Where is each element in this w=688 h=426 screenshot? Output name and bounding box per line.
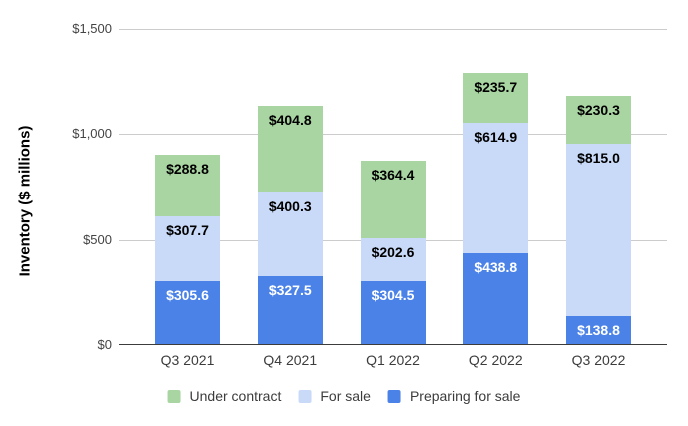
legend-swatch: [298, 389, 312, 403]
bar-segment: $288.8: [155, 155, 220, 216]
data-label: $304.5: [371, 286, 415, 303]
data-label: $307.7: [166, 221, 209, 238]
data-label: $400.3: [268, 197, 312, 214]
bar-segment: $438.8: [463, 252, 529, 345]
data-label: $305.6: [166, 286, 209, 303]
bar-q3-2022: $138.8 $815.0 $230.3: [566, 95, 631, 345]
legend-swatch: [167, 389, 181, 403]
x-axis-label: Q3 2022: [571, 352, 626, 368]
data-label: $288.8: [166, 161, 209, 178]
legend-swatch: [387, 389, 401, 403]
y-axis-ticks: $0 $500 $1,000 $1,500: [0, 0, 112, 426]
y-tick-label: $1,500: [72, 21, 112, 36]
bar-segment: $614.9: [463, 123, 529, 253]
bar-q4-2021: $327.5 $400.3 $404.8: [257, 106, 323, 345]
bar-segment: $235.7: [463, 73, 529, 124]
data-label: $235.7: [474, 79, 518, 96]
data-label: $614.9: [474, 129, 518, 146]
legend-label: For sale: [320, 388, 371, 404]
x-axis-line: [119, 344, 667, 345]
legend-label: Under contract: [189, 388, 282, 404]
bar-segment: $327.5: [257, 276, 323, 345]
data-label: $327.5: [268, 282, 312, 298]
bar-segment: $364.4: [360, 161, 426, 239]
y-tick-label: $0: [97, 337, 112, 352]
y-tick-label: $500: [83, 231, 112, 247]
x-axis-label: Q2 2022: [468, 352, 523, 368]
bar-q2-2022: $438.8 $614.9 $235.7: [463, 73, 529, 345]
bar-segment: $404.8: [257, 106, 323, 192]
legend-label: Preparing for sale: [409, 388, 521, 404]
legend-item-under-contract: Under contract: [167, 388, 282, 404]
legend: Under contract For sale Preparing for sale: [167, 388, 521, 404]
bar-segment: $138.8: [566, 315, 631, 345]
bar-segment: $305.6: [155, 280, 220, 345]
bar-q3-2021: $305.6 $307.7 $288.8: [155, 155, 220, 345]
bar-segment: $304.5: [360, 280, 426, 345]
data-label: $404.8: [268, 112, 312, 129]
gridline: [119, 134, 667, 136]
x-axis-label: Q4 2021: [263, 352, 318, 368]
gridline: [119, 29, 667, 30]
plot-area: $305.6 $307.7 $288.8 $327.5 $400.3 $404.8 $304…: [119, 29, 667, 345]
data-label: $202.6: [371, 244, 415, 261]
data-label: $438.8: [474, 258, 518, 275]
legend-item-preparing-for-sale: Preparing for sale: [387, 388, 521, 404]
y-tick-label: $1,000: [72, 126, 112, 142]
bar-segment: $815.0: [566, 144, 631, 316]
data-label: $815.0: [577, 150, 620, 167]
bar-segment: $400.3: [257, 191, 323, 276]
bar-segment: $230.3: [566, 95, 631, 145]
bar-segment: $202.6: [360, 238, 426, 281]
data-label: $138.8: [577, 321, 620, 338]
x-axis-labels: Q3 2021 Q4 2021 Q1 2022 Q2 2022 Q3 2022: [0, 352, 688, 370]
legend-item-for-sale: For sale: [298, 388, 371, 404]
x-axis-label: Q1 2022: [366, 352, 420, 368]
bar-segment: $307.7: [155, 215, 220, 281]
data-label: $364.4: [371, 167, 415, 184]
bar-q1-2022: $304.5 $202.6 $364.4: [360, 161, 426, 345]
x-axis-label: Q3 2021: [160, 352, 215, 368]
data-label: $230.3: [577, 101, 620, 118]
